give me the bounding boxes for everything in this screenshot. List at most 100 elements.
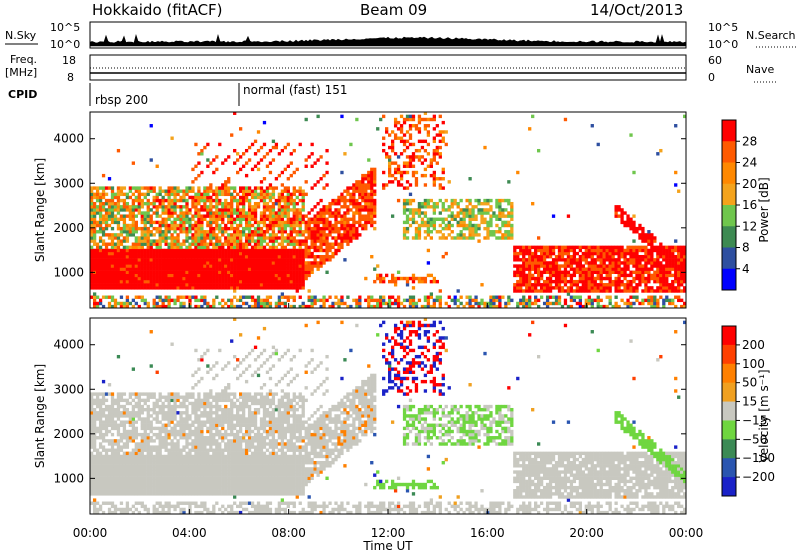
power-cell	[340, 221, 343, 224]
power-cell	[367, 183, 370, 186]
power-cell	[242, 190, 245, 193]
velocity-cell	[120, 473, 123, 476]
power-cell	[579, 286, 582, 289]
power-cell	[519, 280, 522, 283]
power-cell	[343, 221, 346, 224]
power-cell	[567, 274, 570, 277]
power-cell	[99, 196, 102, 199]
power-cell	[281, 283, 284, 286]
power-cell	[167, 214, 170, 217]
power-cell	[135, 255, 138, 258]
power-cell	[483, 199, 486, 202]
power-cell	[439, 299, 442, 302]
power-cell	[242, 186, 245, 189]
power-cell	[215, 249, 218, 252]
power-cell	[549, 302, 552, 305]
power-cell	[239, 296, 242, 299]
power-cell	[272, 252, 275, 255]
power-cell	[454, 199, 457, 202]
power-cell	[296, 196, 299, 199]
power-cell	[197, 239, 200, 242]
power-cell	[406, 218, 409, 221]
power-cell	[513, 264, 516, 267]
power-cell	[614, 261, 617, 264]
power-cell	[638, 280, 641, 283]
power-cell	[203, 296, 206, 299]
power-cell	[185, 277, 188, 280]
power-cell	[489, 214, 492, 217]
power-cell	[522, 280, 525, 283]
power-cell	[609, 252, 612, 255]
power-cell	[173, 186, 176, 189]
power-cell	[197, 246, 200, 249]
power-cell	[102, 258, 105, 261]
power-cell	[525, 283, 528, 286]
date-title: 14/Oct/2013	[590, 1, 683, 19]
power-cell	[99, 199, 102, 202]
power-cell	[239, 127, 242, 130]
power-cell	[120, 214, 123, 217]
velocity-cell	[96, 427, 99, 430]
power-cell	[182, 271, 185, 274]
power-cell	[302, 267, 305, 270]
power-cell	[302, 243, 305, 246]
power-cell	[433, 208, 436, 211]
power-cell	[126, 224, 129, 227]
velocity-cell	[138, 414, 141, 417]
power-cell	[120, 243, 123, 246]
power-cell	[638, 246, 641, 249]
power-cell	[188, 208, 191, 211]
power-cell	[614, 271, 617, 274]
power-cell	[156, 267, 159, 270]
power-cell	[498, 230, 501, 233]
velocity-cell	[117, 477, 120, 480]
power-cell	[373, 221, 376, 224]
power-cell	[531, 264, 534, 267]
power-cell	[194, 214, 197, 217]
velocity-cell	[102, 483, 105, 486]
power-cell	[489, 221, 492, 224]
power-cell	[507, 180, 510, 183]
power-cell	[105, 252, 108, 255]
power-cell	[176, 255, 179, 258]
power-cell	[135, 261, 138, 264]
power-cell	[394, 283, 397, 286]
velocity-cell	[126, 502, 129, 505]
power-cell	[537, 280, 540, 283]
power-cell	[629, 274, 632, 277]
power-cell	[248, 193, 251, 196]
power-cell	[224, 302, 227, 305]
power-cell	[105, 280, 108, 283]
power-cell	[591, 286, 594, 289]
power-cell	[254, 277, 257, 280]
power-cell	[170, 246, 173, 249]
power-cell	[99, 299, 102, 302]
velocity-cell	[99, 483, 102, 486]
colorbar-tick-label: 12	[742, 219, 757, 233]
power-cell	[567, 252, 570, 255]
velocity-cell	[120, 424, 123, 427]
power-cell	[591, 124, 594, 127]
power-cell	[668, 264, 671, 267]
power-cell	[296, 255, 299, 258]
power-cell	[260, 214, 263, 217]
power-cell	[376, 274, 379, 277]
power-cell	[564, 246, 567, 249]
power-cell	[215, 218, 218, 221]
power-cell	[424, 296, 427, 299]
power-cell	[296, 243, 299, 246]
power-cell	[397, 180, 400, 183]
power-cell	[176, 261, 179, 264]
power-cell	[337, 299, 340, 302]
power-cell	[111, 255, 114, 258]
power-cell	[212, 236, 215, 239]
power-cell	[99, 239, 102, 242]
power-cell	[483, 202, 486, 205]
power-cell	[439, 289, 442, 292]
power-cell	[299, 249, 302, 252]
power-cell	[200, 252, 203, 255]
power-cell	[442, 208, 445, 211]
power-cell	[162, 302, 165, 305]
power-cell	[165, 224, 168, 227]
power-cell	[546, 267, 549, 270]
